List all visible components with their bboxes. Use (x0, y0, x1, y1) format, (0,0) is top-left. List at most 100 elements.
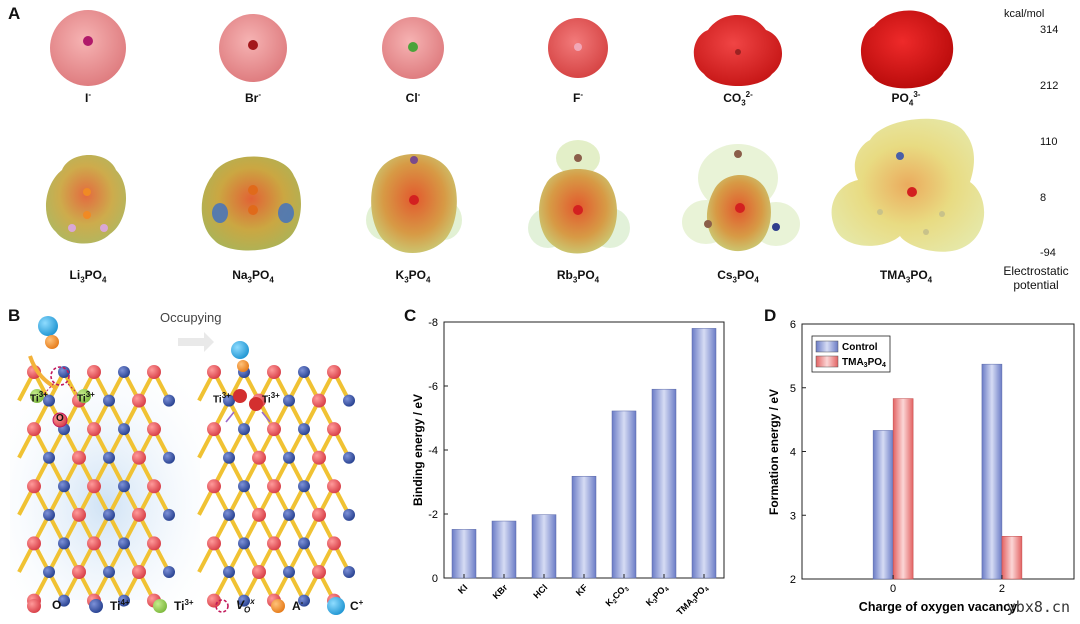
oxygen-ball (27, 536, 41, 551)
ti4-ball (238, 537, 250, 550)
bar (491, 520, 517, 579)
y-axis-label: Formation energy / eV (767, 389, 781, 515)
salt-cs3po4 (682, 144, 800, 252)
atom-fluorine (574, 43, 582, 51)
legend-label-control: Control (842, 342, 878, 353)
oxygen-ball (327, 479, 341, 494)
ti4-ball (118, 366, 130, 378)
ti4-ball (223, 451, 235, 464)
x-tick-label: KI (456, 582, 469, 595)
panel-label-a: A (8, 4, 21, 23)
ti4-ball (103, 451, 115, 464)
cation-region (212, 203, 228, 223)
atom-chlorine (408, 42, 418, 52)
lattice-right (197, 365, 355, 608)
atom-hydrogen (877, 209, 883, 215)
oxygen-ball (87, 479, 101, 494)
atom-oxygen (248, 205, 258, 215)
atom-oxygen (573, 205, 583, 215)
ti4-ball (58, 480, 70, 493)
oxygen-ball (72, 565, 86, 579)
atom-lithium (100, 224, 108, 232)
oxygen-ball (267, 536, 281, 551)
legend-label: Ti3+ (174, 598, 194, 613)
ti4-ball (58, 594, 70, 607)
legend-swatch-tma (815, 355, 839, 368)
ion-label: Br- (244, 90, 261, 105)
arrow (225, 411, 235, 423)
occupy-arrow-icon (178, 332, 214, 352)
oxygen-ball (147, 422, 161, 437)
y-tick-label: 3 (790, 510, 796, 522)
vacancy-link (65, 381, 79, 395)
y-axis-label: Binding energy / eV (411, 394, 425, 506)
bar (691, 328, 717, 579)
ti4-ball (43, 451, 55, 464)
arrow (261, 411, 271, 423)
legend-anion-icon (271, 599, 285, 613)
salt-label: TMA3PO4 (879, 268, 933, 285)
legend-label: VOx (236, 597, 255, 615)
oxygen-ball (27, 479, 41, 494)
oxygen-ball (132, 450, 146, 465)
salt-label: Cs3PO4 (717, 268, 759, 285)
ti4-ball (58, 366, 70, 378)
salt-na3po4 (201, 156, 301, 251)
oxygen-ball (87, 365, 101, 379)
oxygen-ball (207, 593, 221, 608)
o-label: O (56, 413, 64, 424)
anion-ball (45, 335, 59, 349)
atom-potassium (410, 156, 418, 164)
y-tick-label: -6 (428, 381, 438, 393)
ion-label: I- (84, 90, 91, 105)
legend-cation-icon (327, 597, 345, 615)
y-tick-label: 0 (432, 573, 438, 585)
cation-region (278, 203, 294, 223)
x-tick-label: TMA3PO4 (675, 582, 712, 619)
legend-ti4-icon (89, 599, 103, 613)
ti4-ball (238, 423, 250, 436)
x-tick-label: KF (574, 582, 590, 598)
ti4-ball (283, 451, 295, 464)
oxygen-ball (207, 479, 221, 494)
ion-chloride (382, 17, 444, 79)
panel-b-legend: O Ti4+ Ti3+ VOx A- C+ (26, 596, 406, 618)
ti4-ball (103, 394, 115, 407)
legend-label: A- (292, 598, 304, 613)
atom-cesium (704, 220, 712, 228)
atom-bromine (248, 40, 258, 50)
legend-label: Ti4+ (110, 598, 130, 613)
vacancy-marker (50, 366, 70, 386)
ti4-ball (103, 566, 115, 578)
atom-hydrogen (923, 229, 929, 235)
ti3-label: Ti3+ (213, 391, 231, 406)
salt-k3po4 (366, 154, 462, 253)
potential-surface (45, 155, 127, 244)
y-tick-label: 4 (790, 447, 796, 459)
ti4-ball (118, 594, 130, 607)
salt-rb3po4 (528, 140, 630, 254)
anion-bound (233, 389, 247, 403)
legend-ti3-icon (153, 599, 167, 613)
oxygen-ball (327, 365, 341, 379)
ion-label: F- (572, 90, 583, 105)
salt-tma3po4 (831, 118, 985, 252)
oxygen-ball (207, 536, 221, 551)
ti3-label: Ti3+ (262, 391, 280, 406)
potential-surface (831, 118, 985, 252)
oxygen-ball (252, 507, 266, 522)
atom-oxygen (907, 187, 917, 197)
atom-oxygen (83, 188, 91, 196)
ion-iodide (50, 10, 126, 86)
ti3-label: Ti3+ (30, 390, 48, 405)
atom-oxygen (409, 195, 419, 205)
ion-label: PO43- (891, 90, 921, 108)
legend-label: O (52, 598, 62, 612)
ti4-ball (118, 480, 130, 493)
legend-o-icon (27, 599, 41, 613)
oxygen-ball (327, 536, 341, 551)
y-tick-label: 2 (790, 574, 796, 586)
anion-ball (237, 360, 249, 372)
ti4-ball (283, 508, 295, 521)
